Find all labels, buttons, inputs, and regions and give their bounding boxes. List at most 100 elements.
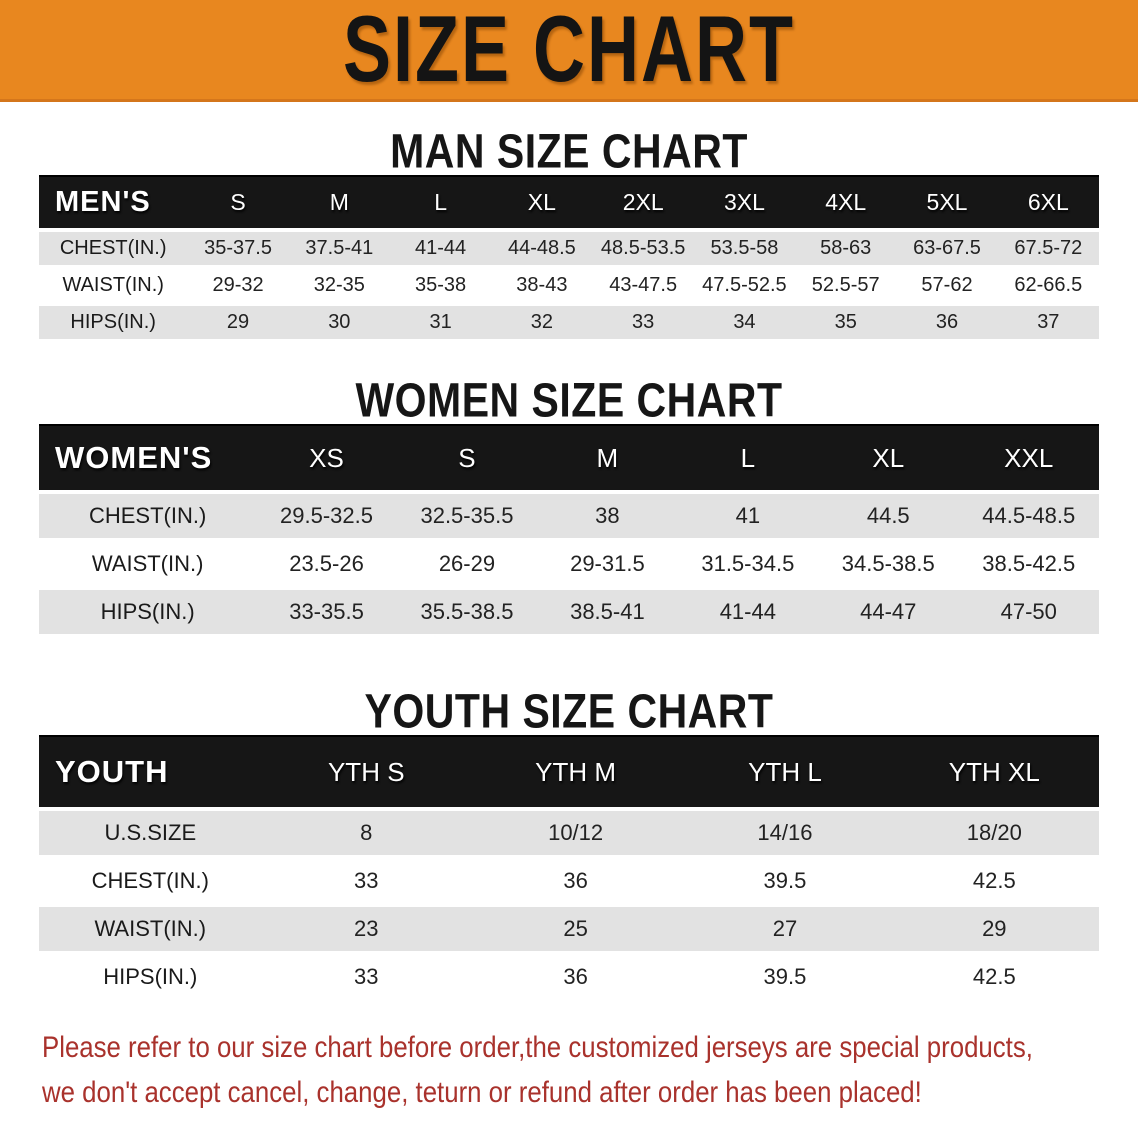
row-label: WAIST(IN.): [91, 551, 204, 576]
size-column-header: XL: [491, 175, 593, 231]
size-value-cell: 29-32: [212, 274, 264, 296]
banner-title: SIZE CHART: [343, 0, 795, 102]
table-header-row: YOUTH YTH S YTH M YTH L YTH XL: [39, 735, 1099, 810]
size-value-cell: 35: [834, 311, 857, 333]
size-value-cell: 47.5-52.5: [702, 274, 787, 296]
size-column-header: XXL: [958, 424, 1099, 493]
size-value-cell: 39.5: [763, 964, 807, 989]
size-value-cell: 41-44: [719, 599, 776, 624]
size-value-cell: 29: [226, 311, 250, 333]
size-value-cell: 33: [354, 964, 379, 989]
youth-section-heading: YOUTH SIZE CHART: [0, 684, 1138, 738]
size-value-cell: 14/16: [757, 820, 813, 845]
size-column-header: 6XL: [997, 175, 1099, 231]
youth-section-heading-text: YOUTH SIZE CHART: [364, 683, 774, 739]
size-column-header: XS: [256, 424, 397, 493]
men-size-table: MEN'S S M L XL 2XL 3XL 4XL 5XL 6XL CHEST(IN.) 35-37…: [39, 175, 1099, 339]
women-section-heading: WOMEN SIZE CHART: [0, 373, 1138, 427]
size-column-header: S: [187, 175, 289, 231]
size-value-cell: 32: [530, 311, 553, 333]
size-value-cell: 29.5-32.5: [280, 503, 373, 528]
size-value-cell: 37: [1037, 311, 1060, 333]
size-value-cell: 33: [354, 868, 379, 893]
size-value-cell: 38.5-42.5: [982, 551, 1076, 576]
measurement-row: WAIST(IN.) 29-32 32-35 35-38 38-43 43-47.5 47.…: [39, 267, 1099, 304]
row-label: CHEST(IN.): [59, 237, 167, 259]
size-value-cell: 42.5: [972, 868, 1016, 893]
size-column-header: 2XL: [592, 175, 694, 231]
measurement-row: HIPS(IN.) 29 30 31 32 33 34 35 36 37: [39, 304, 1099, 339]
size-value-cell: 36: [935, 311, 959, 333]
measurement-row: WAIST(IN.) 23 25 27 29: [39, 905, 1099, 953]
size-value-cell: 52.5-57: [811, 274, 880, 296]
row-label: HIPS(IN.): [103, 964, 198, 989]
size-value-cell: 29: [982, 916, 1007, 941]
size-value-cell: 36: [563, 964, 588, 989]
table-group-label: WOMEN'S: [39, 424, 257, 493]
measurement-row: U.S.SIZE 8 10/12 14/16 18/20: [39, 809, 1099, 857]
size-value-cell: 34.5-38.5: [841, 551, 935, 576]
order-policy-line-1: Please refer to our size chart before or…: [42, 1031, 1033, 1064]
size-value-cell: 53.5-58: [710, 237, 779, 259]
row-label: WAIST(IN.): [62, 274, 164, 296]
size-column-header: L: [677, 424, 819, 493]
size-value-cell: 18/20: [966, 820, 1022, 845]
size-column-header: YTH M: [470, 735, 681, 810]
table-header-row: MEN'S S M L XL 2XL 3XL 4XL 5XL 6XL: [39, 175, 1099, 231]
size-value-cell: 31: [429, 311, 452, 333]
measurement-row: HIPS(IN.) 33 36 39.5 42.5: [39, 953, 1099, 999]
size-value-cell: 38-43: [516, 274, 568, 296]
size-value-cell: 33-35.5: [289, 599, 364, 624]
row-label: CHEST(IN.): [88, 503, 207, 528]
size-value-cell: 38: [595, 503, 620, 528]
size-value-cell: 30: [328, 311, 351, 333]
women-section-heading-text: WOMEN SIZE CHART: [355, 372, 783, 428]
women-size-table: WOMEN'S XS S M L XL XXL CHEST(IN.) 29.5-32.5 32.5…: [39, 424, 1099, 634]
size-value-cell: 27: [772, 916, 798, 941]
measurement-row: HIPS(IN.) 33-35.5 35.5-38.5 38.5-41 41-44 44-…: [39, 588, 1099, 634]
size-value-cell: 44-47: [860, 599, 917, 624]
size-column-header: M: [537, 424, 678, 493]
size-value-cell: 8: [360, 820, 373, 845]
size-value-cell: 63-67.5: [913, 237, 981, 259]
row-label: HIPS(IN.): [100, 599, 195, 624]
size-value-cell: 35-38: [415, 274, 467, 296]
size-column-header: YTH XL: [889, 735, 1099, 810]
size-value-cell: 25: [563, 916, 588, 941]
row-label: WAIST(IN.): [94, 916, 207, 941]
size-value-cell: 31.5-34.5: [701, 551, 795, 576]
size-value-cell: 32.5-35.5: [420, 503, 514, 528]
size-value-cell: 41: [735, 503, 761, 528]
man-section-heading-text: MAN SIZE CHART: [390, 123, 748, 179]
youth-size-table: YOUTH YTH S YTH M YTH L YTH XL U.S.SIZE 8 10/12…: [39, 735, 1099, 999]
size-value-cell: 44-48.5: [507, 237, 576, 259]
size-value-cell: 44.5: [866, 503, 910, 528]
order-policy-note: Please refer to our size chart before or…: [0, 1025, 1138, 1115]
size-column-header: 5XL: [896, 175, 998, 231]
size-value-cell: 62-66.5: [1014, 274, 1083, 296]
size-column-header: YTH L: [680, 735, 890, 810]
measurement-row: CHEST(IN.) 33 36 39.5 42.5: [39, 857, 1099, 905]
size-value-cell: 48.5-53.5: [600, 237, 686, 259]
size-value-cell: 42.5: [972, 964, 1016, 989]
size-value-cell: 58-63: [820, 237, 872, 259]
size-column-header: S: [396, 424, 538, 493]
size-column-header: M: [288, 175, 390, 231]
size-column-header: XL: [818, 424, 959, 493]
size-value-cell: 44.5-48.5: [982, 503, 1076, 528]
size-value-cell: 67.5-72: [1014, 237, 1083, 259]
size-column-header: YTH S: [261, 735, 471, 810]
size-value-cell: 38.5-41: [570, 599, 645, 624]
size-value-cell: 57-62: [921, 274, 973, 296]
size-value-cell: 41-44: [415, 237, 467, 259]
row-label: HIPS(IN.): [70, 311, 156, 333]
size-value-cell: 36: [563, 868, 588, 893]
size-value-cell: 34: [733, 311, 756, 333]
measurement-row: CHEST(IN.) 35-37.5 37.5-41 41-44 44-48.5 48.5…: [39, 230, 1099, 267]
size-value-cell: 29-31.5: [570, 551, 645, 576]
size-column-header: 4XL: [795, 175, 897, 231]
size-value-cell: 35-37.5: [204, 237, 272, 259]
table-group-label: YOUTH: [39, 735, 262, 810]
size-value-cell: 35.5-38.5: [420, 599, 514, 624]
table-group-label: MEN'S: [39, 175, 188, 231]
